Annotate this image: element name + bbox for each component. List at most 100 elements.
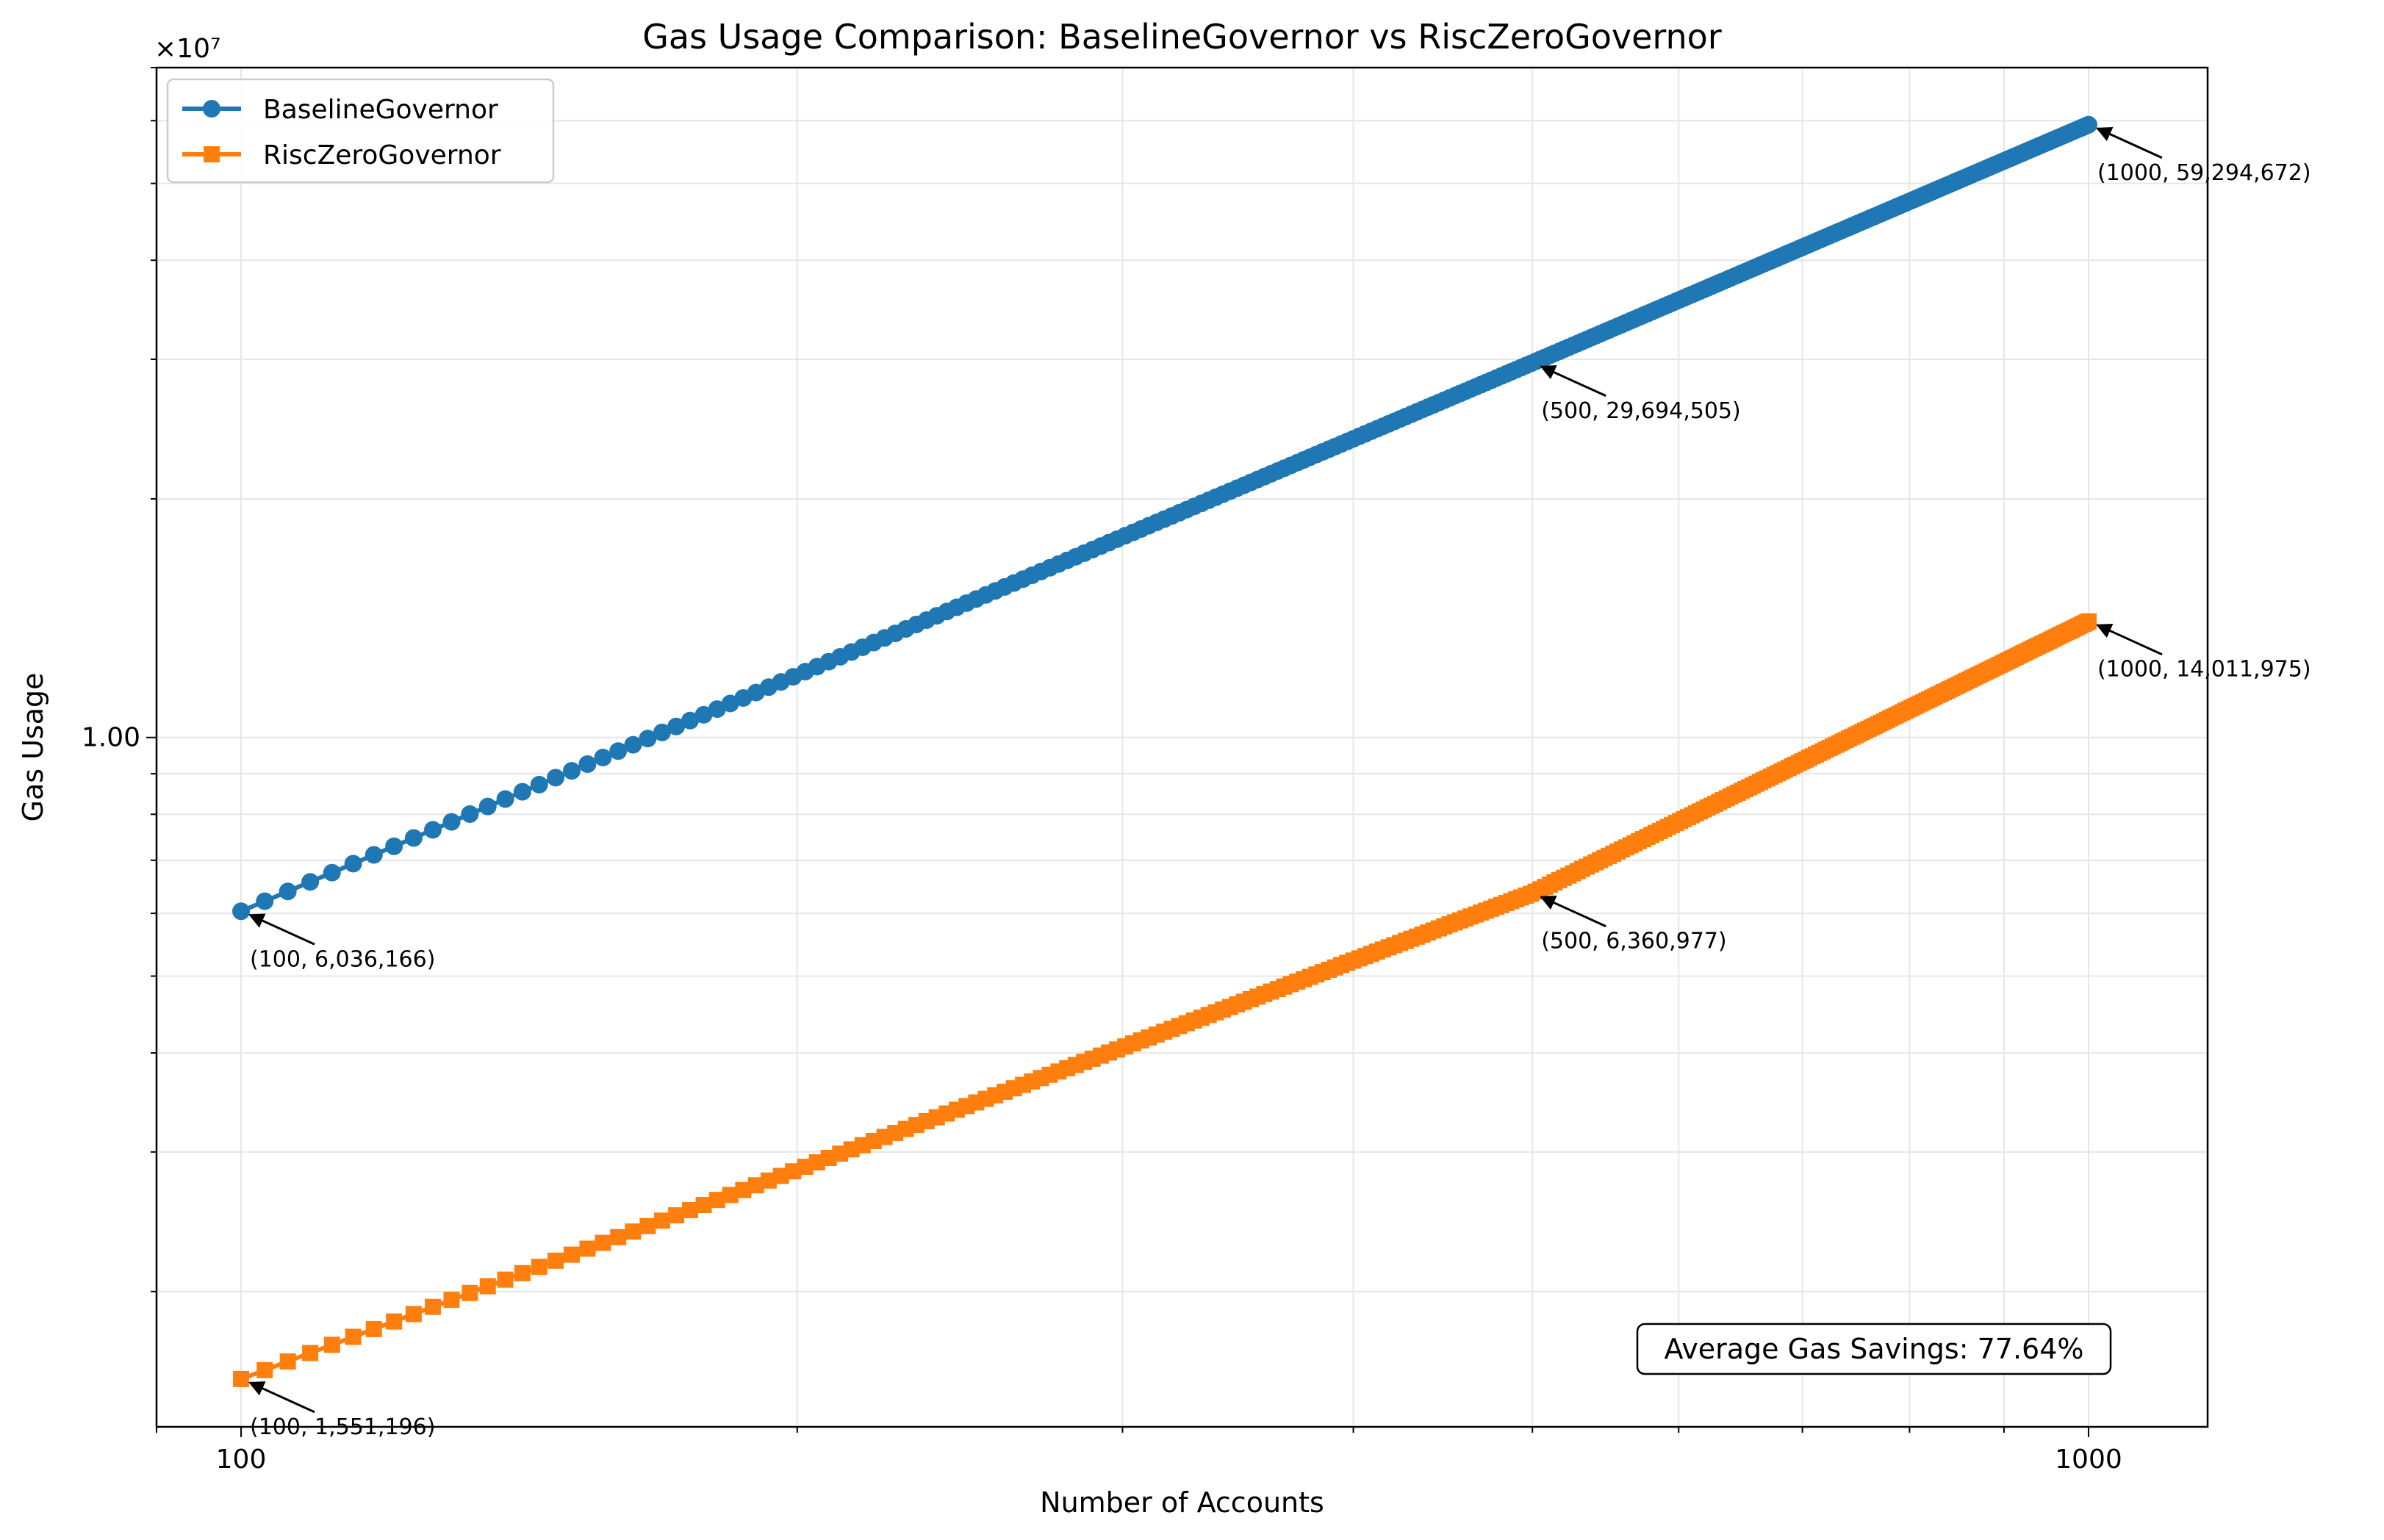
annotation-label: (100, 6,036,166) bbox=[250, 946, 435, 972]
data-point bbox=[594, 749, 612, 767]
legend: BaselineGovernor RiscZeroGovernor bbox=[166, 78, 555, 184]
data-point bbox=[667, 717, 686, 735]
annotation-arrow bbox=[2096, 623, 2163, 656]
grid bbox=[156, 67, 2208, 1427]
data-point bbox=[478, 797, 497, 816]
data-point bbox=[442, 813, 461, 831]
data-point bbox=[2080, 613, 2097, 630]
data-point bbox=[497, 1271, 514, 1288]
data-point bbox=[653, 723, 671, 741]
chart-title: Gas Usage Comparison: BaselineGovernor v… bbox=[642, 17, 1722, 57]
annotation-label: (500, 29,694,505) bbox=[1541, 398, 1741, 424]
data-point bbox=[405, 1306, 422, 1323]
data-point bbox=[423, 821, 442, 839]
data-point bbox=[365, 1320, 382, 1337]
ticks: 100 1000 1.00 bbox=[82, 67, 2122, 1475]
data-point bbox=[578, 755, 597, 774]
data-point bbox=[668, 1207, 685, 1224]
data-point bbox=[708, 1192, 725, 1209]
series-layer bbox=[232, 115, 2097, 1387]
y-axis-label: Gas Usage bbox=[17, 672, 49, 821]
data-point bbox=[256, 1361, 273, 1378]
legend-marker bbox=[204, 146, 220, 162]
annotation-arrow bbox=[1540, 895, 1606, 928]
data-point bbox=[625, 1223, 642, 1240]
data-point bbox=[531, 1259, 547, 1275]
data-point bbox=[579, 1240, 596, 1257]
data-point bbox=[513, 782, 531, 801]
data-point bbox=[479, 1278, 496, 1295]
data-point bbox=[530, 775, 548, 794]
annotation-arrow bbox=[248, 913, 315, 946]
legend-marker bbox=[203, 100, 220, 118]
annotation-label: (1000, 59,294,672) bbox=[2097, 160, 2311, 186]
data-point bbox=[404, 829, 423, 847]
series-RiscZeroGovernor bbox=[233, 613, 2097, 1387]
data-point bbox=[722, 1187, 739, 1203]
data-point bbox=[609, 742, 628, 760]
data-point bbox=[562, 762, 581, 780]
data-point bbox=[514, 1264, 531, 1281]
data-point bbox=[461, 805, 479, 824]
data-point bbox=[365, 846, 383, 864]
annotation-arrow bbox=[248, 1381, 315, 1414]
data-point bbox=[639, 730, 657, 748]
summary-box-frame bbox=[1636, 1323, 2112, 1375]
plot-frame bbox=[155, 66, 2209, 1428]
data-point bbox=[279, 882, 297, 901]
data-point bbox=[708, 700, 726, 719]
data-point bbox=[302, 1345, 319, 1361]
legend-frame bbox=[166, 78, 555, 184]
data-point bbox=[424, 1298, 441, 1315]
x-tick-label: 100 bbox=[216, 1444, 267, 1475]
data-point bbox=[386, 1313, 403, 1330]
data-point bbox=[256, 892, 274, 910]
annotation-label: (500, 6,360,977) bbox=[1541, 929, 1726, 954]
annotation-layer: (100, 6,036,166) (500, 29,694,505) (1000, … bbox=[248, 127, 2311, 1440]
data-point bbox=[279, 1353, 296, 1370]
data-point bbox=[694, 705, 713, 724]
data-point bbox=[385, 837, 403, 855]
data-point bbox=[563, 1246, 580, 1263]
data-point bbox=[735, 1181, 752, 1198]
data-point bbox=[747, 1177, 764, 1194]
data-point bbox=[2079, 115, 2097, 134]
data-point bbox=[760, 1172, 777, 1189]
y-axis-offset-label: ×10⁷ bbox=[154, 34, 220, 64]
annotation-arrow bbox=[2096, 127, 2163, 159]
annotation-arrow bbox=[1540, 365, 1606, 397]
data-point bbox=[496, 790, 514, 808]
data-point bbox=[323, 1336, 340, 1353]
data-point bbox=[344, 854, 362, 873]
data-point bbox=[639, 1217, 656, 1234]
x-axis-label: Number of Accounts bbox=[1040, 1486, 1324, 1519]
legend-label: RiscZeroGovernor bbox=[263, 140, 501, 170]
data-point bbox=[301, 873, 320, 891]
y-tick-label: 1.00 bbox=[82, 723, 140, 753]
data-point bbox=[595, 1234, 611, 1251]
data-point bbox=[681, 711, 700, 730]
series-BaselineGovernor bbox=[232, 115, 2097, 921]
data-point bbox=[232, 902, 251, 921]
summary-box: Average Gas Savings: 77.64% bbox=[1636, 1323, 2112, 1375]
legend-label: BaselineGovernor bbox=[263, 95, 498, 125]
legend-item: BaselineGovernor bbox=[182, 95, 498, 125]
data-point bbox=[323, 863, 341, 882]
data-point bbox=[624, 735, 642, 754]
summary-box-text: Average Gas Savings: 77.64% bbox=[1665, 1333, 2084, 1365]
annotation: (500, 29,694,505) bbox=[1540, 365, 1741, 424]
data-point bbox=[462, 1284, 478, 1301]
data-point bbox=[610, 1228, 627, 1245]
legend-item: RiscZeroGovernor bbox=[182, 140, 501, 170]
data-point bbox=[547, 769, 565, 787]
data-point bbox=[653, 1212, 670, 1229]
annotation: (1000, 14,011,975) bbox=[2096, 623, 2311, 683]
annotation-label: (1000, 14,011,975) bbox=[2097, 657, 2311, 683]
data-point bbox=[345, 1328, 362, 1345]
data-point bbox=[695, 1197, 712, 1214]
x-tick-label: 1000 bbox=[2055, 1444, 2122, 1475]
annotation: (500, 6,360,977) bbox=[1540, 895, 1727, 954]
annotation: (1000, 59,294,672) bbox=[2096, 127, 2311, 186]
data-point bbox=[443, 1292, 460, 1309]
